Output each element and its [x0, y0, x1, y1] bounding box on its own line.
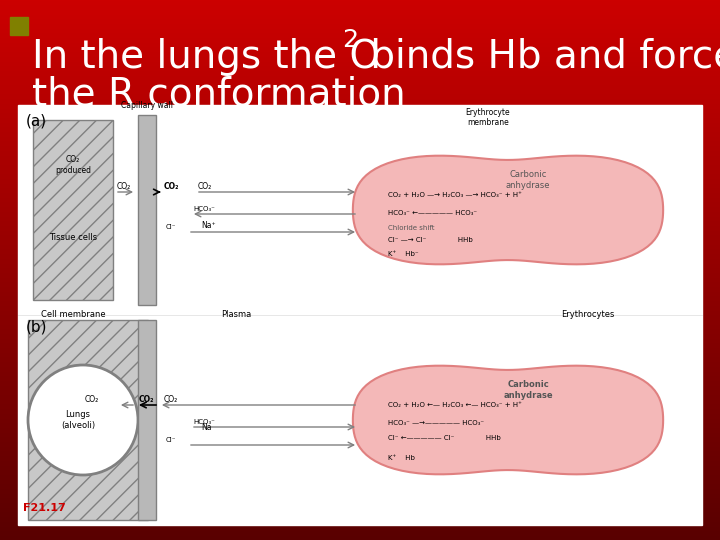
Text: Carbonic
anhydrase: Carbonic anhydrase: [505, 170, 550, 190]
Text: F21.17: F21.17: [23, 503, 66, 513]
Text: CO₂: CO₂: [85, 395, 99, 404]
Text: CO₂
produced: CO₂ produced: [55, 156, 91, 175]
Text: Lungs
(alveoli): Lungs (alveoli): [61, 410, 95, 430]
Text: CO₂ + H₂O —→ H₂CO₃ —→ HCO₃⁻ + H⁺: CO₂ + H₂O —→ H₂CO₃ —→ HCO₃⁻ + H⁺: [388, 192, 522, 198]
Text: HCO₃⁻ ←————— HCO₃⁻: HCO₃⁻ ←————— HCO₃⁻: [388, 210, 477, 216]
Bar: [18, 105, 702, 525]
Text: Na: Na: [201, 423, 212, 432]
Text: CO₂: CO₂: [164, 395, 179, 404]
PathPatch shape: [353, 156, 663, 264]
Text: HCO₃⁻ —→————— HCO₃⁻: HCO₃⁻ —→————— HCO₃⁻: [388, 420, 484, 426]
Text: HCO₃⁻: HCO₃⁻: [193, 419, 215, 425]
Text: Na⁺: Na⁺: [201, 221, 215, 230]
Bar: [28, 320, 148, 520]
Bar: [138, 115, 156, 305]
Text: 2: 2: [342, 28, 358, 52]
Text: CO₂: CO₂: [117, 182, 131, 191]
Text: Cl⁻: Cl⁻: [166, 224, 176, 230]
Bar: [33, 120, 113, 300]
Text: Erythrocytes: Erythrocytes: [562, 310, 615, 319]
Text: Capillary wall: Capillary wall: [121, 101, 173, 110]
Text: K⁺    Hb: K⁺ Hb: [388, 455, 415, 461]
Text: HCO₃⁻: HCO₃⁻: [193, 206, 215, 212]
Text: (a): (a): [26, 113, 47, 128]
Text: Carbonic
anhydrase: Carbonic anhydrase: [503, 380, 553, 400]
Text: Cell membrane: Cell membrane: [41, 310, 105, 319]
Text: K⁺    Hb⁻: K⁺ Hb⁻: [388, 251, 418, 257]
Text: binds Hb and forces: binds Hb and forces: [358, 38, 720, 76]
Text: CO₂ + H₂O ←— H₂CO₃ ←— HCO₃⁻ + H⁺: CO₂ + H₂O ←— H₂CO₃ ←— HCO₃⁻ + H⁺: [388, 402, 522, 408]
Text: Tissue cells: Tissue cells: [49, 233, 97, 241]
Text: CO₂: CO₂: [139, 395, 155, 404]
Circle shape: [28, 365, 138, 475]
Bar: [138, 320, 156, 520]
Text: Cl⁻ ←————— Cl⁻              HHb: Cl⁻ ←————— Cl⁻ HHb: [388, 435, 500, 441]
Bar: [10, 17, 28, 35]
Text: CO₂: CO₂: [198, 182, 212, 191]
Text: Cl⁻: Cl⁻: [166, 437, 176, 443]
Text: Plasma: Plasma: [221, 310, 251, 319]
Text: In the lungs the O: In the lungs the O: [32, 38, 380, 76]
Text: (b): (b): [26, 320, 48, 335]
PathPatch shape: [353, 366, 663, 474]
Text: Erythrocyte
membrane: Erythrocyte membrane: [466, 107, 510, 127]
Text: Cl⁻ —→ Cl⁻              HHb: Cl⁻ —→ Cl⁻ HHb: [388, 237, 473, 243]
Text: CO₂: CO₂: [164, 182, 179, 191]
Text: Chloride shift: Chloride shift: [388, 225, 434, 231]
Text: the R conformation: the R conformation: [32, 75, 405, 113]
